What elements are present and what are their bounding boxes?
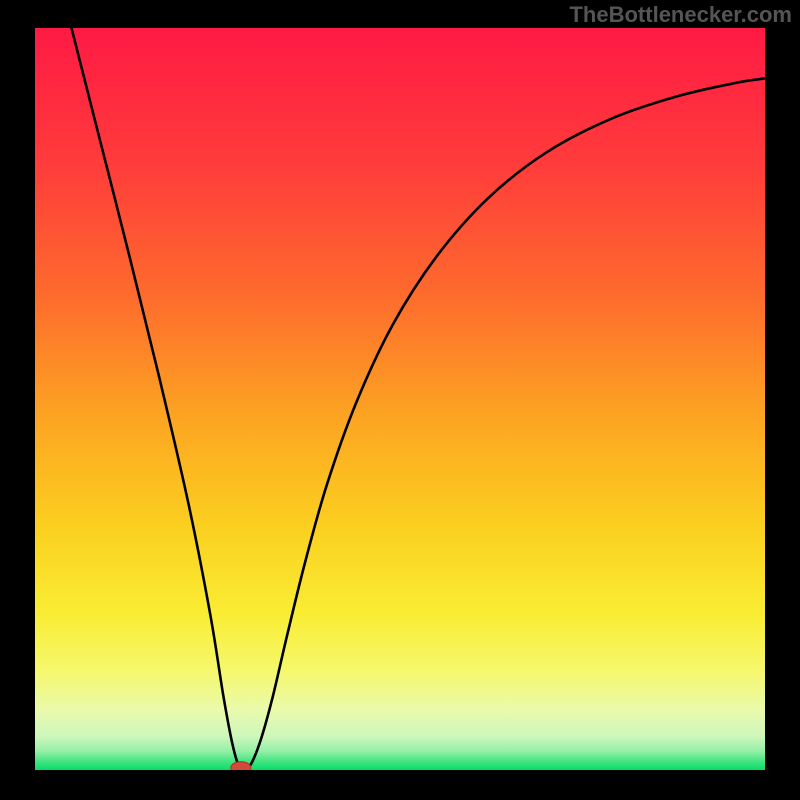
plot-area <box>35 28 765 770</box>
chart-svg <box>0 0 800 800</box>
chart-stage: TheBottlenecker.com <box>0 0 800 800</box>
watermark-text: TheBottlenecker.com <box>569 2 792 28</box>
